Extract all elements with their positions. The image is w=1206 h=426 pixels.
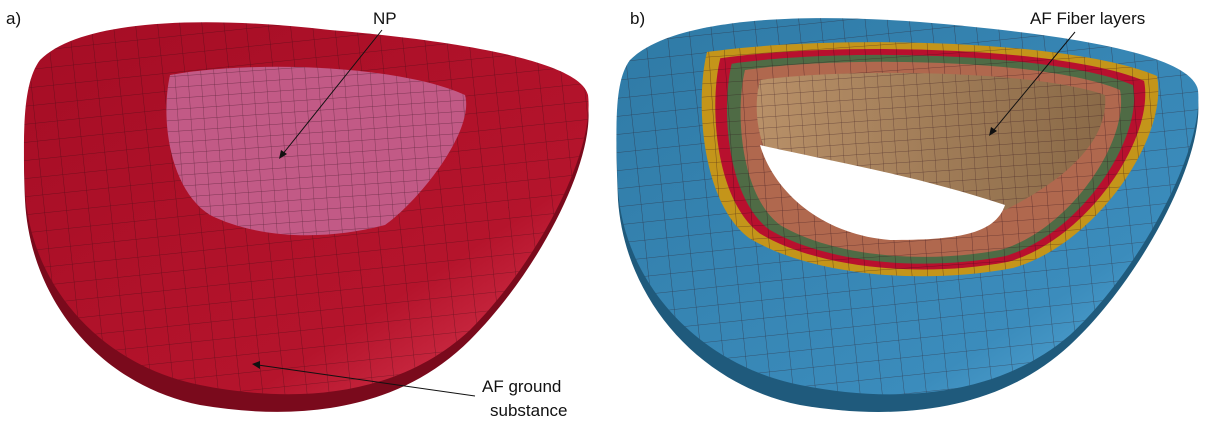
annotation: AF ground	[482, 377, 561, 396]
panel-label: b)	[630, 9, 645, 28]
panel-a: a) NP AF ground substance	[6, 9, 589, 420]
annotation: AF Fiber layers	[1030, 9, 1145, 28]
panel-b: b) AF Fiber layers	[616, 9, 1198, 412]
panel-label: a)	[6, 9, 21, 28]
annotation: substance	[490, 401, 568, 420]
figure: a) NP AF ground substance b) AF Fiber la…	[0, 0, 1206, 426]
annotation: NP	[373, 9, 397, 28]
